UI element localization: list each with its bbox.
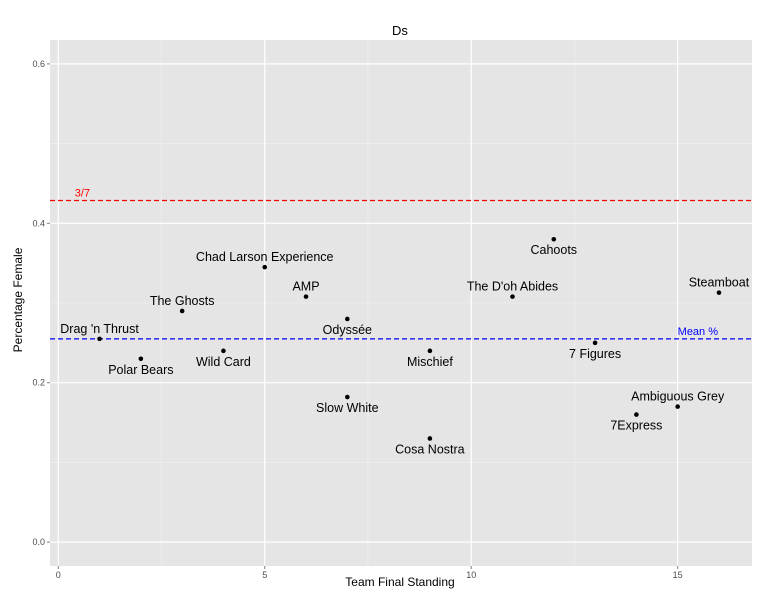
x-axis: 0 5 10 15 <box>56 566 683 580</box>
data-point <box>592 340 598 346</box>
data-labels: Drag 'n Thrust Polar Bears The Ghosts Wild … <box>60 243 749 456</box>
data-label: Steamboat <box>689 276 750 290</box>
data-label: The Ghosts <box>150 294 215 308</box>
reference-line-label: Mean % <box>678 326 719 338</box>
x-tick-label: 5 <box>262 570 267 580</box>
y-tick-label: 0.6 <box>32 59 45 69</box>
data-point <box>675 404 680 409</box>
data-label: Slow White <box>316 401 379 415</box>
x-tick-label: 10 <box>466 570 476 580</box>
data-label: Cahoots <box>531 243 578 257</box>
chart-title: Ds <box>392 23 408 38</box>
major-gridlines <box>50 40 752 566</box>
data-point <box>551 236 557 242</box>
data-label: The D'oh Abides <box>467 280 558 294</box>
data-point <box>221 348 226 354</box>
x-axis-title: Team Final Standing <box>345 575 454 589</box>
data-points <box>97 236 722 441</box>
data-label: Drag 'n Thrust <box>60 322 139 336</box>
y-tick-label: 0.0 <box>32 537 45 547</box>
data-point <box>138 356 144 362</box>
y-tick-label: 0.4 <box>32 218 45 228</box>
data-point <box>345 316 350 322</box>
data-point <box>427 348 433 354</box>
y-axis-title: Percentage Female <box>11 247 25 352</box>
data-point <box>97 336 102 342</box>
data-label: Odyssée <box>323 323 372 337</box>
x-tick-label: 0 <box>56 570 61 580</box>
data-label: 7 Figures <box>569 347 621 361</box>
data-point <box>179 308 185 314</box>
data-point <box>427 436 433 441</box>
data-point <box>510 294 515 299</box>
data-point <box>634 412 639 417</box>
reference-line-label: 3/7 <box>75 188 90 200</box>
reference-lines: 3/7 Mean % <box>50 188 752 340</box>
data-label: AMP <box>292 280 319 294</box>
data-label: Ambiguous Grey <box>631 390 725 404</box>
data-label: Mischief <box>407 355 453 369</box>
y-tick-label: 0.2 <box>32 378 45 388</box>
data-label: Cosa Nostra <box>395 442 465 456</box>
minor-gridlines <box>50 40 752 566</box>
data-label: 7Express <box>610 419 662 433</box>
data-point <box>262 264 268 270</box>
data-point <box>303 294 309 299</box>
data-label: Polar Bears <box>108 363 173 377</box>
data-label: Wild Card <box>196 355 251 369</box>
x-tick-label: 15 <box>673 570 683 580</box>
data-label: Chad Larson Experience <box>196 250 334 264</box>
y-axis: 0.0 0.2 0.4 0.6 <box>32 59 50 547</box>
data-point <box>345 394 350 400</box>
data-point <box>716 290 722 295</box>
